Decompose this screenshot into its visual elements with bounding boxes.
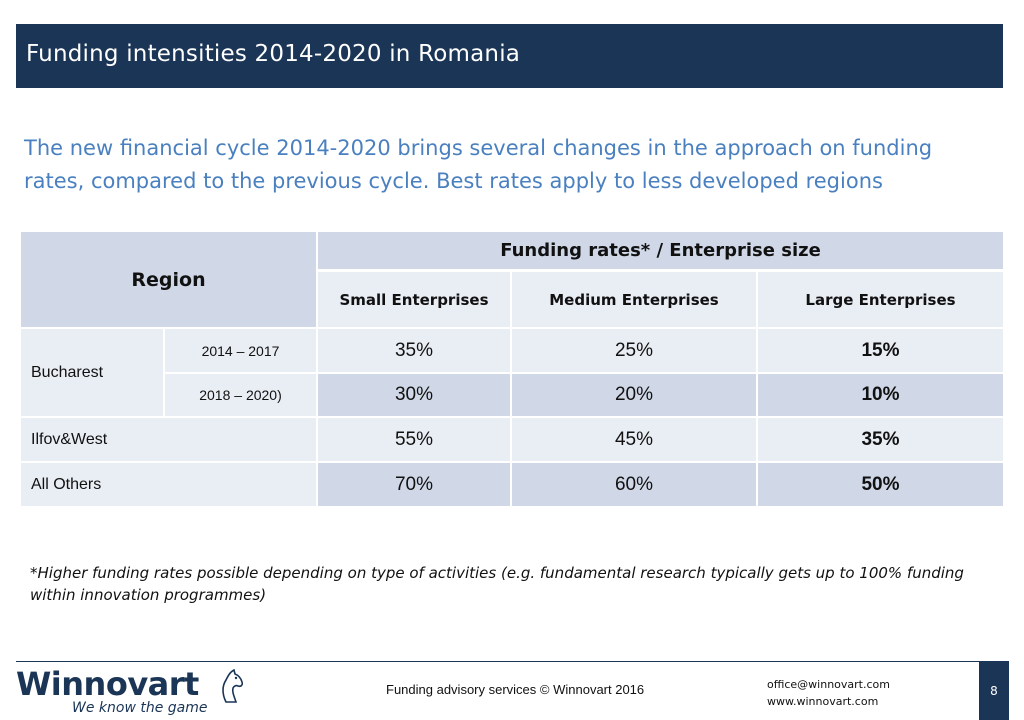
horse-head-icon [216, 668, 246, 708]
value-cell-medium: 25% [512, 329, 756, 372]
value-cell-small: 55% [318, 418, 510, 461]
region-cell: Ilfov&West [21, 418, 316, 461]
footer-divider [16, 661, 979, 662]
value-cell-small: 70% [318, 463, 510, 506]
region-header: Region [21, 232, 316, 327]
value-cell-medium: 20% [512, 374, 756, 416]
value-cell-medium: 60% [512, 463, 756, 506]
contact-website[interactable]: www.winnovart.com [767, 695, 879, 708]
region-cell-bucharest: Bucharest [21, 329, 163, 416]
slide-title: Funding intensities 2014-2020 in Romania [26, 41, 521, 67]
page-number: 8 [979, 661, 1009, 720]
column-header-large: Large Enterprises [758, 272, 1003, 327]
value-cell-small: 30% [318, 374, 510, 416]
winnovart-logo: Winnovart We know the game [16, 665, 244, 716]
value-cell-large: 35% [758, 418, 1003, 461]
slide-subtitle: The new financial cycle 2014-2020 brings… [24, 136, 933, 193]
value-cell-small: 35% [318, 329, 510, 372]
value-cell-large: 15% [758, 329, 1003, 372]
contact-email[interactable]: office@winnovart.com [767, 678, 890, 691]
value-cell-large: 50% [758, 463, 1003, 506]
value-cell-medium: 45% [512, 418, 756, 461]
funding-rates-header: Funding rates* / Enterprise size [318, 232, 1003, 269]
title-bar: Funding intensities 2014-2020 in Romania [16, 24, 1003, 88]
value-cell-large: 10% [758, 374, 1003, 416]
footer-copyright: Funding advisory services © Winnovart 20… [386, 682, 645, 697]
region-cell: All Others [21, 463, 316, 506]
footer-contact: office@winnovart.com www.winnovart.com [767, 676, 890, 710]
period-cell: 2018 – 2020) [165, 374, 316, 416]
footnote: *Higher funding rates possible depending… [30, 564, 964, 604]
column-header-small: Small Enterprises [318, 272, 510, 327]
column-header-medium: Medium Enterprises [512, 272, 756, 327]
period-cell: 2014 – 2017 [165, 329, 316, 372]
logo-name: Winnovart [16, 665, 199, 703]
logo-tagline: We know the game [72, 700, 208, 716]
